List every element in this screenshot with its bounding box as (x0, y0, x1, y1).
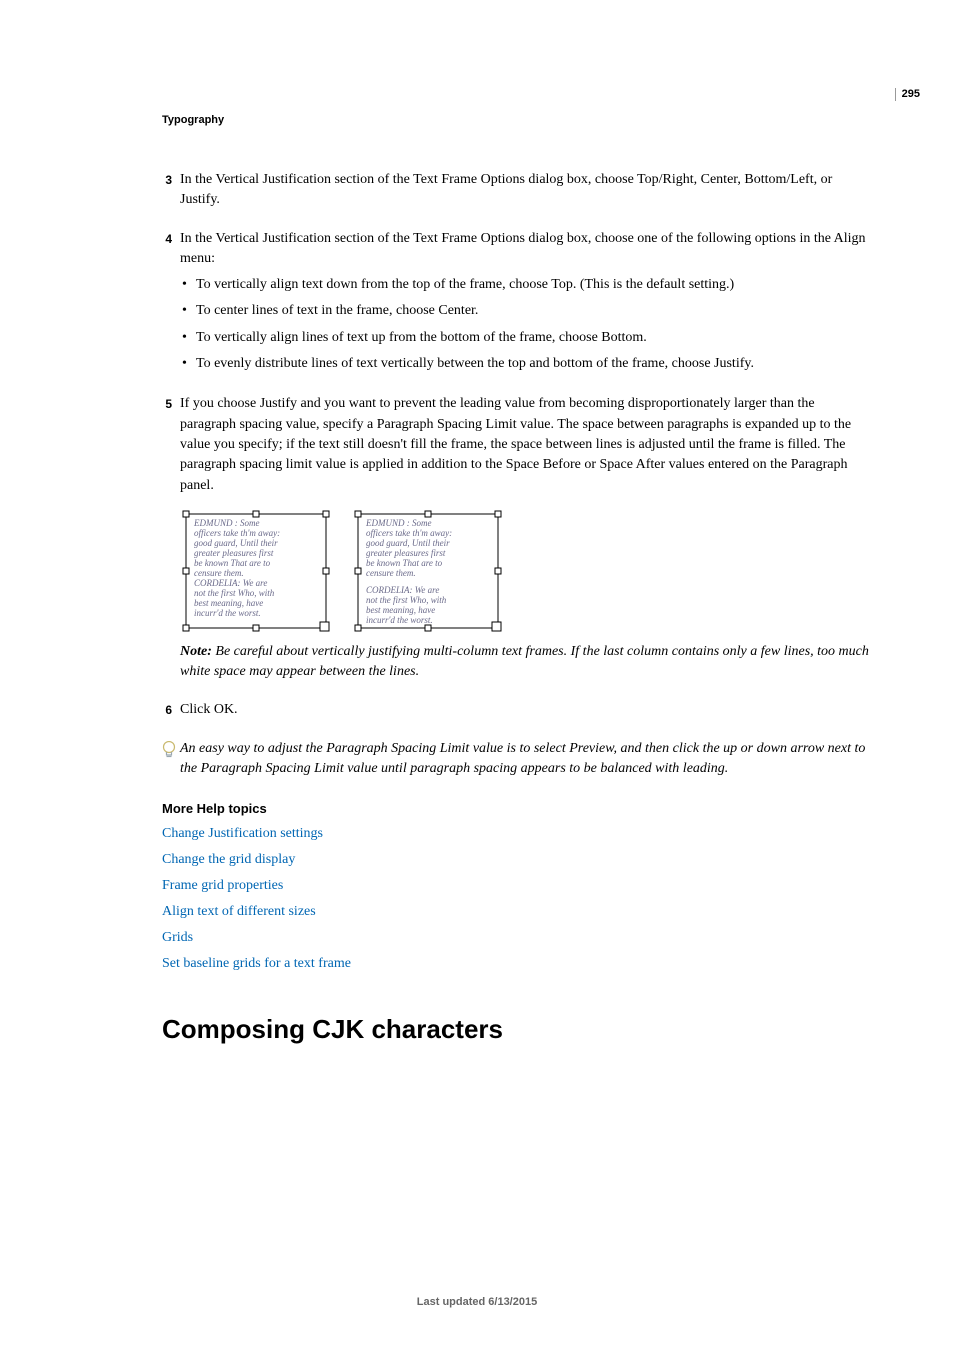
figure-svg: EDMUND : Some officers take th'm away: g… (180, 506, 510, 636)
help-link[interactable]: Grids (162, 930, 193, 945)
svg-text:censure them.: censure them. (366, 568, 416, 578)
svg-text:not the first Who, with: not the first Who, with (366, 595, 447, 605)
step-4: 4 In the Vertical Justification section … (162, 229, 874, 381)
step-number: 5 (162, 394, 180, 686)
svg-text:good guard, Until their: good guard, Until their (366, 538, 450, 548)
svg-text:incurr'd the worst.: incurr'd the worst. (194, 608, 261, 618)
note: Note: Be careful about vertically justif… (180, 642, 874, 683)
svg-text:not the first Who, with: not the first Who, with (194, 588, 275, 598)
bullet-item: To center lines of text in the frame, ch… (180, 301, 874, 321)
note-label: Note: (180, 644, 212, 659)
help-link[interactable]: Set baseline grids for a text frame (162, 956, 351, 971)
step-3: 3 In the Vertical Justification section … (162, 170, 874, 215)
svg-text:censure them.: censure them. (194, 568, 244, 578)
help-link-list: Change Justification settings Change the… (162, 826, 874, 972)
svg-text:good guard, Until their: good guard, Until their (194, 538, 278, 548)
svg-text:be known That are to: be known That are to (194, 558, 271, 568)
more-help-heading: More Help topics (162, 801, 874, 816)
svg-text:officers take th'm away:: officers take th'm away: (366, 528, 452, 538)
bullet-item: To evenly distribute lines of text verti… (180, 354, 874, 374)
step-number: 6 (162, 700, 180, 724)
step-text: Click OK. (180, 700, 874, 720)
step-list: 3 In the Vertical Justification section … (162, 170, 874, 725)
svg-text:be known That are to: be known That are to (366, 558, 443, 568)
step-5: 5 If you choose Justify and you want to … (162, 394, 874, 686)
help-link[interactable]: Change the grid display (162, 852, 295, 867)
note-text: Be careful about vertically justifying m… (180, 644, 869, 679)
svg-text:best meaning, have: best meaning, have (194, 598, 263, 608)
bullet-item: To vertically align lines of text up fro… (180, 328, 874, 348)
footer-last-updated: Last updated 6/13/2015 (0, 1296, 954, 1308)
lightbulb-icon (162, 739, 180, 780)
svg-text:CORDELIA: We are: CORDELIA: We are (194, 578, 267, 588)
step-text: In the Vertical Justification section of… (180, 170, 874, 211)
step-6: 6 Click OK. (162, 700, 874, 724)
step-text: In the Vertical Justification section of… (180, 229, 874, 270)
justification-figure: EDMUND : Some officers take th'm away: g… (180, 506, 874, 636)
svg-text:greater pleasures first: greater pleasures first (366, 548, 446, 558)
tip: An easy way to adjust the Paragraph Spac… (162, 739, 874, 780)
step-number: 3 (162, 170, 180, 215)
svg-text:greater pleasures first: greater pleasures first (194, 548, 274, 558)
svg-text:EDMUND : Some: EDMUND : Some (365, 518, 432, 528)
svg-text:officers take th'm away:: officers take th'm away: (194, 528, 280, 538)
page-number: 295 (895, 88, 920, 101)
bullet-list: To vertically align text down from the t… (180, 275, 874, 374)
svg-text:best meaning, have: best meaning, have (366, 605, 435, 615)
bullet-item: To vertically align text down from the t… (180, 275, 874, 295)
step-text: If you choose Justify and you want to pr… (180, 394, 874, 495)
section-heading: Composing CJK characters (162, 1014, 874, 1045)
help-link[interactable]: Align text of different sizes (162, 904, 316, 919)
step-number: 4 (162, 229, 180, 381)
svg-text:EDMUND : Some: EDMUND : Some (193, 518, 260, 528)
help-link[interactable]: Change Justification settings (162, 826, 323, 841)
svg-text:incurr'd the worst.: incurr'd the worst. (366, 615, 433, 625)
running-head: Typography (162, 114, 874, 126)
tip-text: An easy way to adjust the Paragraph Spac… (180, 739, 874, 780)
svg-text:CORDELIA: We are: CORDELIA: We are (366, 585, 439, 595)
help-link[interactable]: Frame grid properties (162, 878, 283, 893)
